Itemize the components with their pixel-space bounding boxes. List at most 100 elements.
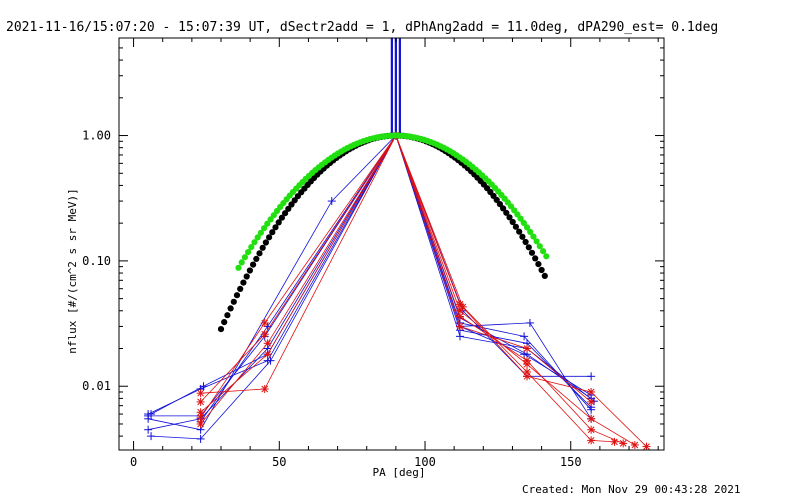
fit-green-dot xyxy=(520,219,527,226)
fit-black-dot xyxy=(224,312,231,319)
fit-green-dot xyxy=(261,225,268,232)
fit-black-dot xyxy=(243,273,250,280)
fit-green-dot xyxy=(270,212,277,219)
fit-green-dot xyxy=(264,220,271,227)
fit-black-dot xyxy=(233,292,241,299)
fit-green-dot xyxy=(514,211,521,218)
fit-curves-layer xyxy=(217,132,550,333)
fit-black-dot xyxy=(275,219,282,226)
fit-green-dot xyxy=(267,216,274,223)
fit-black-dot xyxy=(221,319,228,326)
series-line xyxy=(200,134,624,444)
series-point xyxy=(260,318,269,327)
series-point xyxy=(196,419,205,428)
fit-black-dot xyxy=(516,228,523,235)
fit-black-dot xyxy=(282,210,289,217)
series-point xyxy=(196,408,205,417)
series-point xyxy=(327,197,336,206)
fit-black-dot xyxy=(500,205,507,212)
vertical-marker-layer xyxy=(390,38,401,136)
y-tick-label: 0.01 xyxy=(82,379,111,393)
series-point xyxy=(196,389,205,398)
fit-green-dot xyxy=(540,248,547,255)
fit-green-dot xyxy=(533,238,540,245)
series-point xyxy=(260,330,269,339)
series-point xyxy=(458,302,467,311)
y-tick-label: 0.10 xyxy=(82,254,111,268)
fit-black-dot xyxy=(272,224,279,231)
fit-green-dot xyxy=(536,243,543,250)
fit-black-dot xyxy=(285,205,292,212)
series-point xyxy=(263,339,272,348)
y-tick-label: 1.00 xyxy=(82,129,111,143)
series-point xyxy=(523,367,532,376)
series-point xyxy=(455,312,464,321)
fit-green-dot xyxy=(241,254,248,261)
fit-black-dot xyxy=(522,238,529,246)
created-timestamp: Created: Mon Nov 29 00:43:28 2021 xyxy=(522,483,741,496)
series-point xyxy=(619,439,628,448)
series-point xyxy=(525,318,534,327)
fit-black-dot xyxy=(227,305,234,312)
fit-green-dot xyxy=(254,234,261,241)
fit-black-dot xyxy=(535,261,542,268)
series-point xyxy=(147,410,156,419)
fit-green-dot xyxy=(251,239,258,246)
fit-black-dot xyxy=(493,196,500,203)
chart-title: 2021-11-16/15:07:20 - 15:07:39 UT, dSect… xyxy=(6,20,718,35)
series-point xyxy=(587,414,596,423)
series-point xyxy=(610,437,619,446)
fit-black-dot xyxy=(541,272,548,279)
series-point xyxy=(523,356,532,365)
x-tick-label: 0 xyxy=(130,455,137,469)
series-point xyxy=(587,397,596,406)
series-point xyxy=(144,425,153,434)
y-axis-label: nflux [#/(cm^2 s sr MeV)] xyxy=(66,188,79,354)
fit-black-dot xyxy=(503,209,510,216)
fit-black-dot xyxy=(262,239,269,246)
series-point xyxy=(147,432,156,441)
series-point xyxy=(196,434,205,443)
fit-black-dot xyxy=(266,234,273,241)
series-line xyxy=(200,134,592,413)
series-point xyxy=(199,382,208,391)
fit-black-dot xyxy=(532,255,539,262)
fit-black-dot xyxy=(506,214,513,221)
fit-green-dot xyxy=(543,253,550,260)
series-line xyxy=(200,134,647,447)
series-line xyxy=(200,134,636,446)
fit-black-dot xyxy=(256,250,263,257)
plot-frame xyxy=(118,37,665,451)
fit-black-dot xyxy=(217,326,225,333)
series-point xyxy=(642,442,651,450)
x-axis-label: PA [deg] xyxy=(373,466,426,479)
fit-black-dot xyxy=(512,223,520,230)
fit-black-dot xyxy=(278,214,285,221)
x-tick-label: 150 xyxy=(560,455,582,469)
series-point xyxy=(196,397,205,406)
series-point xyxy=(455,332,464,341)
fit-black-dot xyxy=(269,229,276,236)
fit-green-dot xyxy=(523,224,531,231)
series-point xyxy=(587,436,596,445)
fit-black-dot xyxy=(509,218,516,226)
fit-green-dot xyxy=(257,229,264,236)
series-point xyxy=(587,425,596,434)
fit-green-dot xyxy=(238,259,245,266)
fit-black-dot xyxy=(237,285,244,292)
fit-green-dot xyxy=(530,233,537,240)
series-point xyxy=(587,387,596,396)
series-point xyxy=(266,356,275,365)
series-line xyxy=(200,134,592,423)
fit-black-dot xyxy=(528,249,536,256)
series-point xyxy=(263,350,272,359)
fit-black-dot xyxy=(240,279,247,286)
series-point xyxy=(587,405,596,414)
x-tick-label: 100 xyxy=(414,455,436,469)
fit-black-dot xyxy=(253,255,260,262)
series-point xyxy=(260,385,269,394)
fit-black-dot xyxy=(496,201,503,208)
series-point xyxy=(144,414,153,423)
series-line xyxy=(200,134,615,443)
